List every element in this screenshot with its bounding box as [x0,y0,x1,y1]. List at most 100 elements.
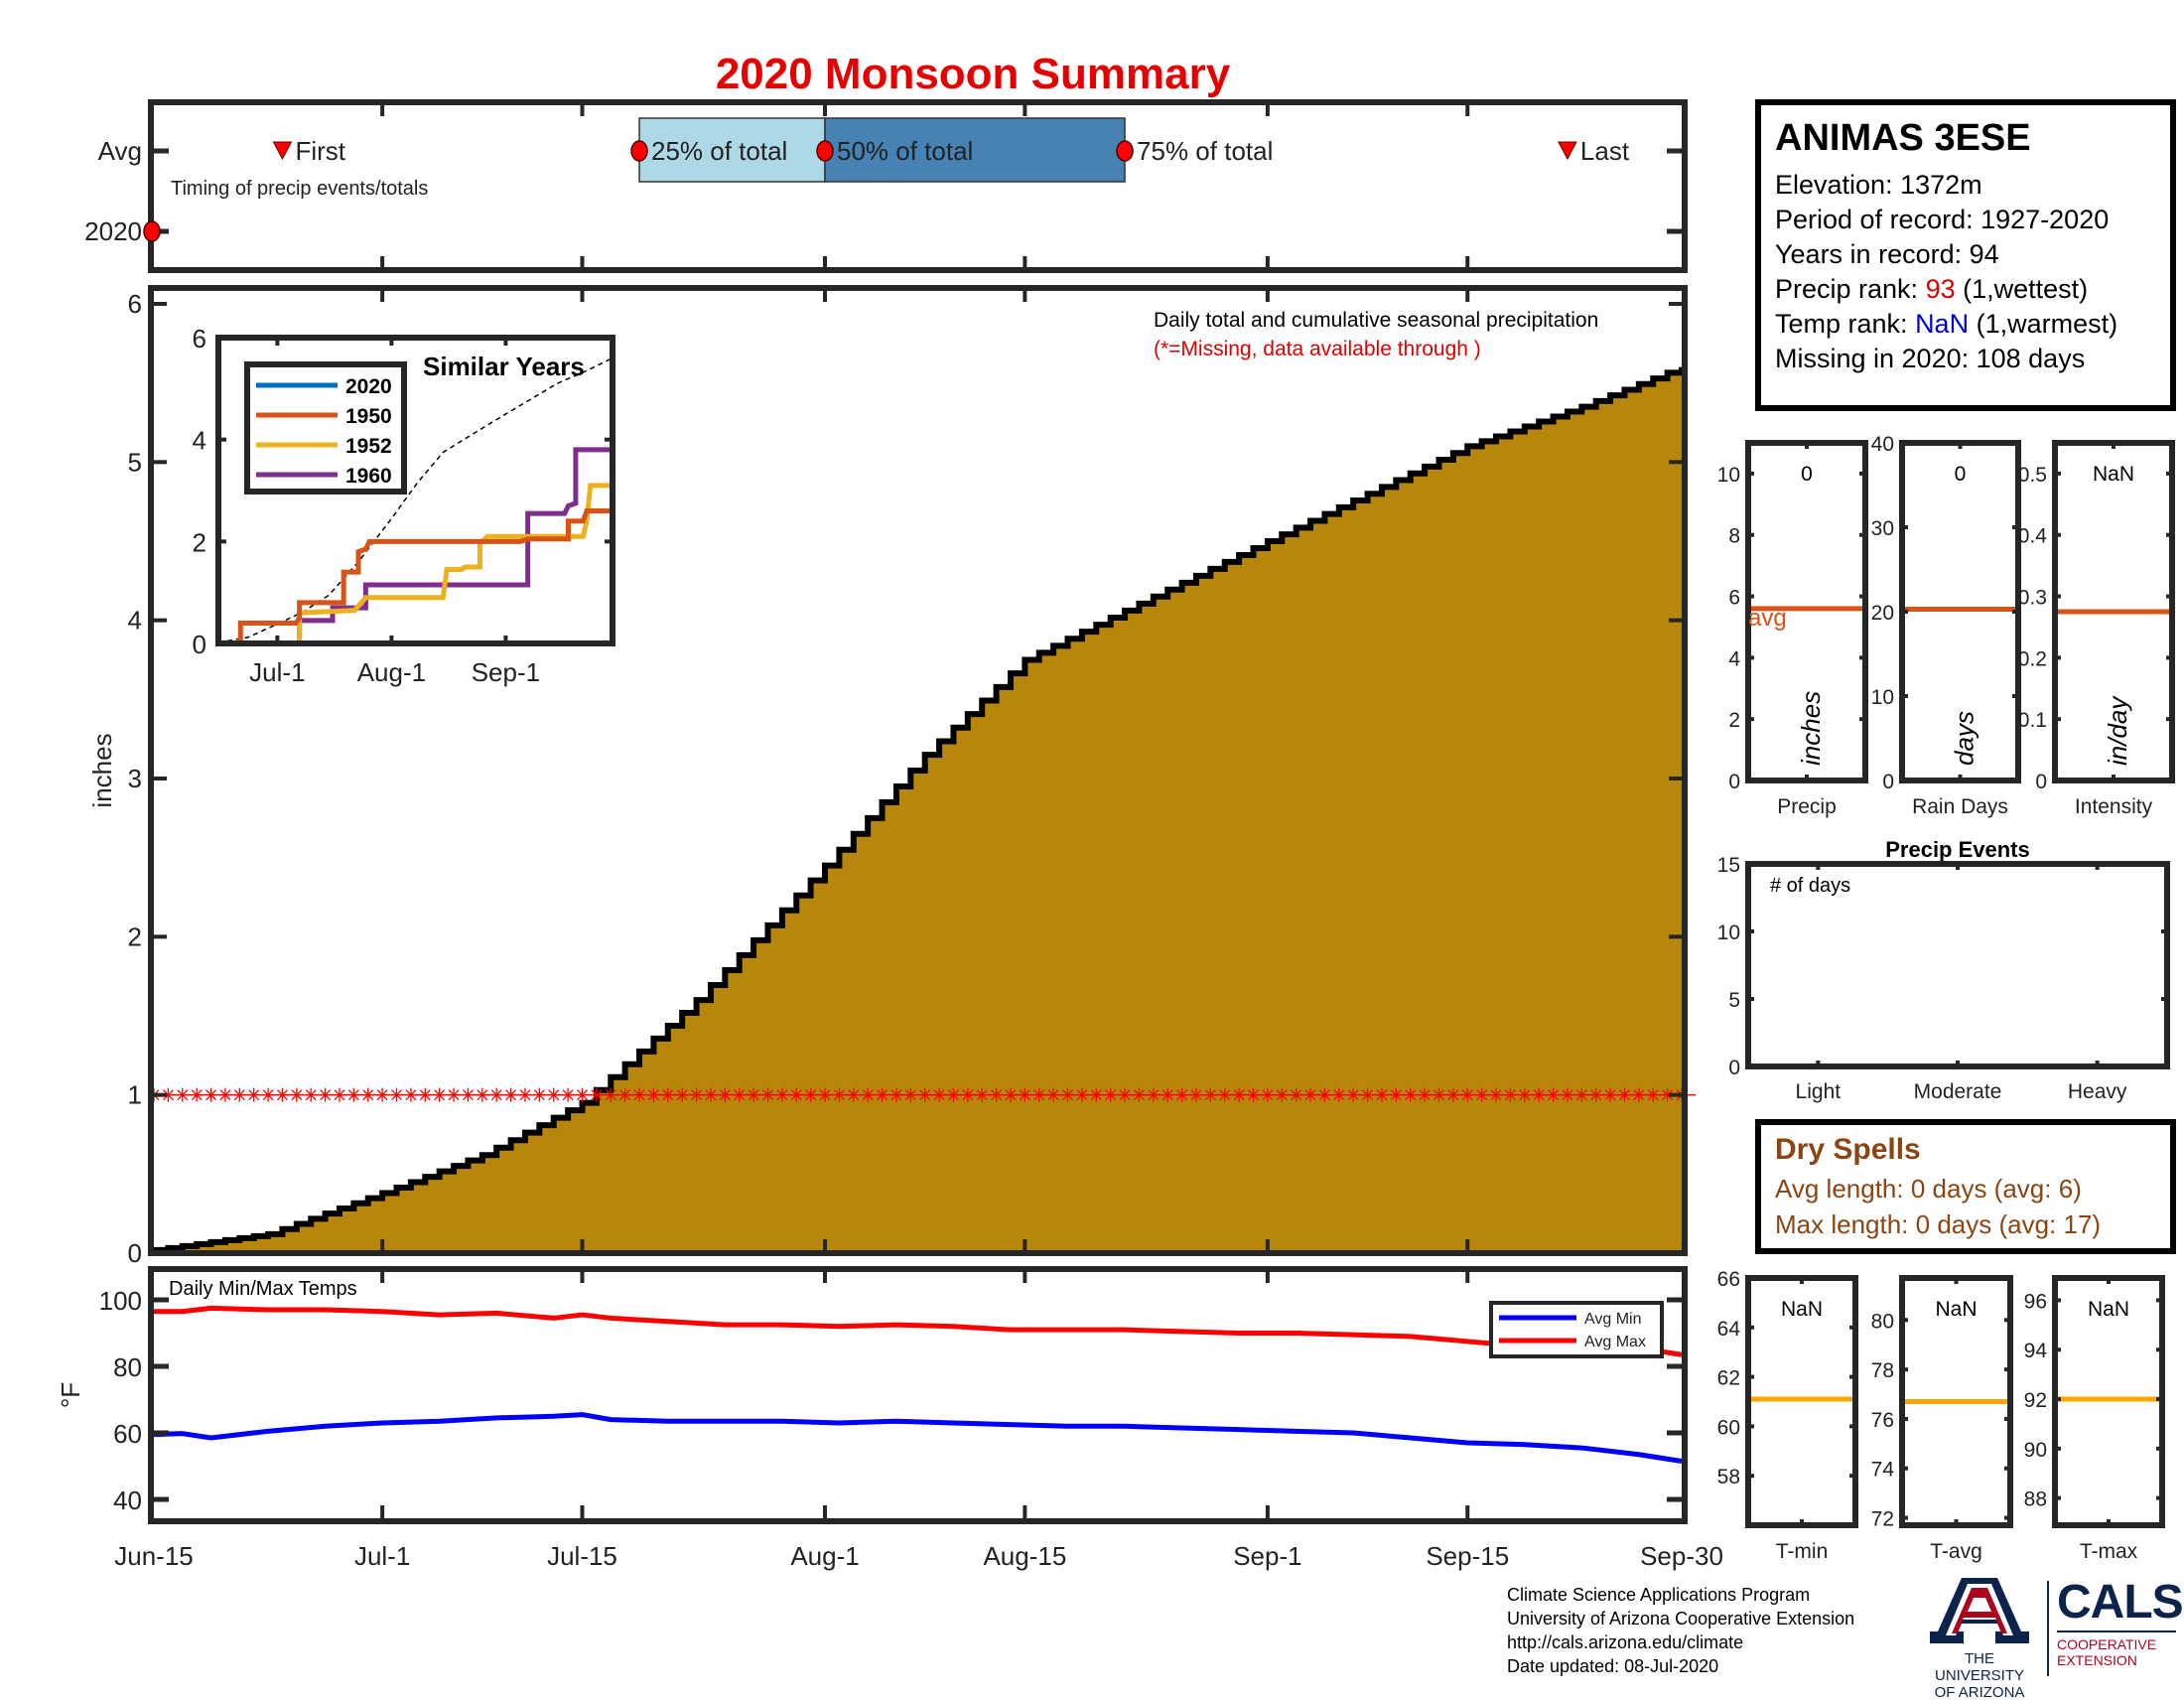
t-min-xlabel: T-min [1776,1540,1829,1563]
asterisk-stroke [776,1089,788,1101]
timeline-caption: Timing of precip events/totals [171,178,428,200]
intensity-ytick-label: 0.5 [2018,464,2047,487]
t-avg-ytick-label: 78 [1871,1359,1894,1382]
asterisk-stroke [434,1089,446,1101]
dry-spells-title: Dry Spells [1775,1133,1921,1166]
asterisk-stroke [562,1089,574,1101]
intensity-ytick-label: 0.1 [2018,709,2047,732]
missing-day-marker [361,1087,374,1102]
asterisk-stroke [1219,1089,1231,1101]
missing-day-marker [1632,1087,1645,1102]
missing-day-marker [990,1087,1003,1102]
missing-day-marker [1261,1087,1274,1102]
t-max-xlabel: T-max [2080,1540,2138,1563]
asterisk-stroke [1376,1089,1388,1101]
date-xtick-label: Jun-15 [114,1541,194,1571]
precip-total-xlabel: Precip [1777,795,1837,818]
asterisk-stroke [1433,1089,1444,1101]
asterisk-stroke [548,1089,560,1101]
missing-day-marker [719,1087,732,1102]
precip-events-ytick-label: 10 [1717,921,1740,944]
missing-day-marker [1604,1087,1617,1102]
missing-day-marker [790,1087,803,1102]
asterisk-stroke [662,1089,674,1101]
precip-events-inner-label: # of days [1770,875,1850,897]
asterisk-stroke [1291,1089,1302,1101]
timeline-band-50-75 [824,117,1126,183]
rain-days-ytick-label: 20 [1871,602,1894,625]
missing-day-marker [276,1087,289,1102]
precip-events-title: Precip Events [1885,837,2030,862]
missing-day-marker [191,1087,204,1102]
missing-day-marker [1375,1087,1388,1102]
missing-day-marker [804,1087,817,1102]
date-xtick-label: Jul-15 [547,1541,617,1571]
logo-divider [2047,1581,2049,1676]
asterisk-stroke [1476,1089,1488,1101]
asterisk-stroke [448,1089,460,1101]
years-in-record: Years in record: 94 [1775,239,1999,269]
cals-rule [2057,1630,2176,1632]
temp-series-avg-min [153,1412,1683,1464]
asterisk-stroke [805,1089,817,1101]
precip-ytick-label: 4 [128,606,142,636]
precip-ytick-label: 1 [128,1080,142,1110]
asterisk-stroke [1090,1089,1102,1101]
timeline-marker-label: First [295,136,345,166]
asterisk-stroke [1447,1089,1459,1101]
asterisk-stroke [477,1089,488,1101]
asterisk-stroke [705,1089,717,1101]
missing-day-marker [819,1087,832,1102]
asterisk-stroke [505,1089,517,1101]
t-min-ytick-label: 64 [1717,1318,1741,1341]
asterisk-stroke [219,1089,231,1101]
asterisk-stroke [205,1089,216,1101]
asterisk-stroke [1105,1089,1117,1101]
cumulative-precip-step-line [154,366,1685,1253]
intensity-value: NaN [2093,463,2134,486]
missing-day-marker [376,1087,389,1102]
marker-2020-icon [143,220,161,242]
precip-ytick-label: 6 [128,289,142,319]
missing-day-marker [1504,1087,1517,1102]
missing-day-marker [433,1087,446,1102]
precip-total-ytick-label: 10 [1717,464,1740,487]
asterisk-stroke [533,1089,545,1101]
period-of-record: Period of record: 1927-2020 [1775,205,2110,234]
missing-day-marker [976,1087,989,1102]
asterisk-stroke [1176,1089,1188,1101]
timeline-panel-frame [148,99,1688,273]
t-max-ytick-label: 90 [2024,1439,2047,1462]
precip-ylabel: inches [87,733,117,807]
intensity-ytick-label: 0.2 [2018,647,2047,670]
missing-day-marker [590,1087,603,1102]
asterisk-stroke [391,1089,402,1101]
asterisk-stroke [291,1089,303,1101]
missing-day-marker [1218,1087,1231,1102]
missing-day-marker [1247,1087,1260,1102]
rain-days-ytick-label: 30 [1871,517,1894,540]
missing-day-marker [647,1087,660,1102]
asterisk-stroke [1148,1089,1160,1101]
footer-link[interactable]: http://cals.arizona.edu/climate [1507,1632,1744,1652]
station-info-box: ANIMAS 3ESE Elevation: 1372m Period of r… [1755,99,2176,411]
asterisk-stroke [647,1089,659,1101]
date-xtick-label: Sep-30 [1640,1541,1723,1571]
missing-day-marker [290,1087,303,1102]
dry-spells-box: Dry Spells Avg length: 0 days (avg: 6) M… [1755,1119,2176,1254]
missing-day-marker [1404,1087,1417,1102]
cumulative-precip-area [154,366,1682,1253]
timeline-marker-label: Last [1580,136,1630,166]
asterisk-stroke [462,1089,474,1101]
t-min-ytick-label: 60 [1717,1416,1740,1439]
asterisk-stroke [1076,1089,1088,1101]
temp-rank: Temp rank: NaN (1,warmest) [1775,309,2118,339]
asterisk-stroke [1047,1089,1059,1101]
intensity-ytick-label: 0.4 [2018,525,2048,548]
temp-ylabel: °F [56,1382,85,1408]
rain-days-ytick-label: 10 [1871,686,1894,709]
missing-day-marker [733,1087,746,1102]
inset-xtick-label: Jul-1 [249,657,305,687]
rain-days-ytick-label: 0 [1882,771,1894,793]
asterisk-stroke [419,1089,431,1101]
